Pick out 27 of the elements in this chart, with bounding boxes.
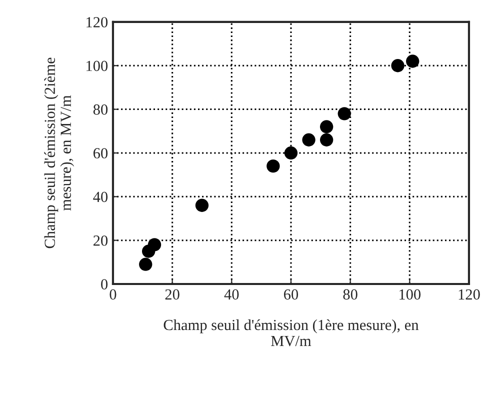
point — [302, 133, 316, 146]
x-axis-title: Champ seuil d'émission (1ère mesure), en MV/m — [164, 319, 419, 346]
point — [148, 238, 162, 252]
x-tick-label: 0 — [110, 289, 116, 300]
x-tick-label: 40 — [224, 289, 239, 300]
point — [320, 133, 334, 146]
y-tick-label: 40 — [93, 192, 108, 202]
y-axis-title: Champ seuil d'émission (2ième mesure), en MV/m — [44, 58, 74, 248]
point — [338, 107, 351, 120]
y-tick-label: 0 — [101, 279, 108, 290]
x-tick-label: 100 — [400, 289, 421, 300]
x-tick-label: 60 — [284, 289, 298, 300]
x-tick-label: 80 — [343, 289, 358, 300]
point — [406, 54, 420, 68]
y-tick-label: 120 — [86, 17, 108, 28]
point — [284, 146, 298, 160]
x-tick-label: 20 — [165, 289, 180, 300]
point — [391, 59, 404, 72]
y-tick-label: 60 — [94, 148, 108, 158]
y-tick-label: 100 — [86, 60, 108, 72]
point — [195, 198, 209, 212]
point — [139, 258, 152, 271]
point — [320, 120, 334, 134]
point — [266, 159, 280, 173]
y-tick-label: 20 — [94, 235, 108, 246]
x-tick-label: 120 — [458, 289, 480, 300]
y-tick-label: 80 — [93, 104, 108, 115]
